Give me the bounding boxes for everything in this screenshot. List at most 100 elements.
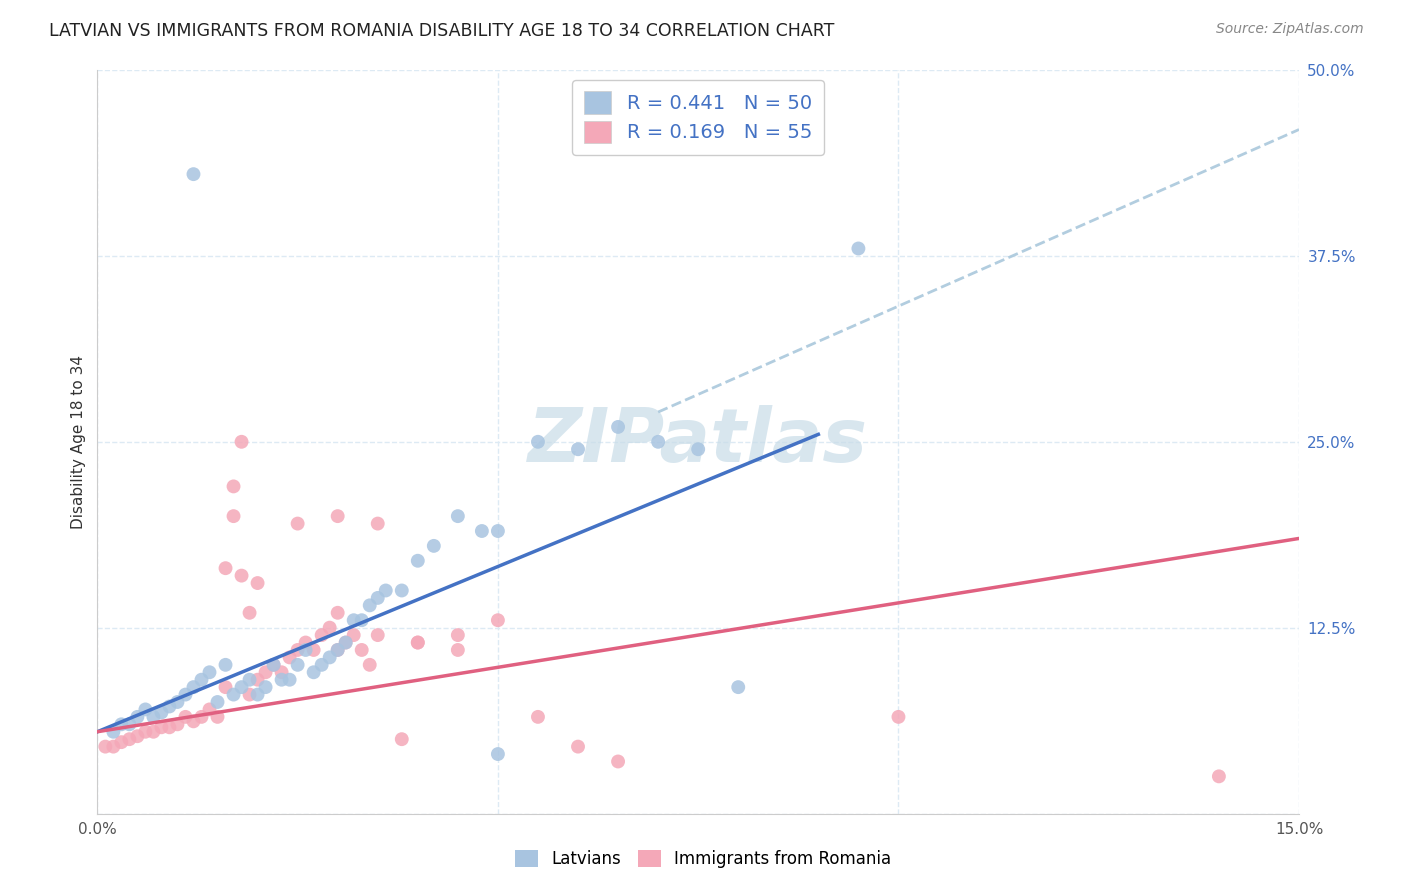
Point xyxy=(471,524,494,538)
Point xyxy=(350,643,373,657)
Point xyxy=(359,599,381,613)
Point xyxy=(406,635,429,649)
Point xyxy=(166,695,188,709)
Point xyxy=(222,688,245,702)
Point xyxy=(567,442,589,457)
Point xyxy=(207,710,229,724)
Legend: R = 0.441   N = 50, R = 0.169   N = 55: R = 0.441 N = 50, R = 0.169 N = 55 xyxy=(572,79,824,155)
Text: Source: ZipAtlas.com: Source: ZipAtlas.com xyxy=(1216,22,1364,37)
Point xyxy=(727,680,749,694)
Point xyxy=(486,524,509,538)
Point xyxy=(198,665,221,680)
Point xyxy=(343,613,366,627)
Point xyxy=(231,568,253,582)
Point xyxy=(183,167,205,181)
Point xyxy=(231,680,253,694)
Point xyxy=(222,509,245,524)
Point xyxy=(134,702,156,716)
Point xyxy=(367,591,389,605)
Point xyxy=(391,583,413,598)
Point xyxy=(527,710,550,724)
Point xyxy=(270,665,292,680)
Point xyxy=(254,680,277,694)
Point xyxy=(150,706,173,720)
Point xyxy=(647,434,669,449)
Point xyxy=(110,735,132,749)
Point xyxy=(391,732,413,747)
Point xyxy=(198,702,221,716)
Point xyxy=(374,583,396,598)
Point xyxy=(287,643,309,657)
Point xyxy=(335,635,357,649)
Point xyxy=(246,688,269,702)
Point xyxy=(302,643,325,657)
Point xyxy=(287,657,309,672)
Point xyxy=(335,635,357,649)
Point xyxy=(447,509,470,524)
Point xyxy=(166,717,188,731)
Point xyxy=(263,657,285,672)
Point xyxy=(318,650,340,665)
Point xyxy=(174,710,197,724)
Legend: Latvians, Immigrants from Romania: Latvians, Immigrants from Romania xyxy=(508,843,898,875)
Point xyxy=(183,714,205,729)
Point xyxy=(246,673,269,687)
Point xyxy=(134,724,156,739)
Point xyxy=(326,643,349,657)
Point xyxy=(103,739,125,754)
Point xyxy=(326,509,349,524)
Point xyxy=(311,657,333,672)
Point xyxy=(318,621,340,635)
Point xyxy=(287,516,309,531)
Point xyxy=(214,561,236,575)
Point xyxy=(447,643,470,657)
Point xyxy=(326,606,349,620)
Point xyxy=(607,755,630,769)
Point xyxy=(278,673,301,687)
Point xyxy=(207,695,229,709)
Point xyxy=(848,242,870,256)
Point xyxy=(486,613,509,627)
Point xyxy=(214,657,236,672)
Point xyxy=(118,717,141,731)
Point xyxy=(447,628,470,642)
Point xyxy=(254,665,277,680)
Point xyxy=(567,739,589,754)
Point xyxy=(367,516,389,531)
Point xyxy=(231,434,253,449)
Point xyxy=(190,673,212,687)
Point xyxy=(183,680,205,694)
Point xyxy=(214,680,236,694)
Point xyxy=(359,657,381,672)
Point xyxy=(1208,769,1230,783)
Point xyxy=(110,717,132,731)
Point xyxy=(238,673,260,687)
Point xyxy=(278,650,301,665)
Text: LATVIAN VS IMMIGRANTS FROM ROMANIA DISABILITY AGE 18 TO 34 CORRELATION CHART: LATVIAN VS IMMIGRANTS FROM ROMANIA DISAB… xyxy=(49,22,835,40)
Point xyxy=(263,657,285,672)
Point xyxy=(174,688,197,702)
Point xyxy=(326,643,349,657)
Point xyxy=(142,710,165,724)
Point xyxy=(367,628,389,642)
Point xyxy=(607,420,630,434)
Point xyxy=(887,710,910,724)
Point xyxy=(406,554,429,568)
Point xyxy=(190,710,212,724)
Point xyxy=(142,724,165,739)
Point xyxy=(150,720,173,734)
Point xyxy=(103,724,125,739)
Point xyxy=(350,613,373,627)
Point xyxy=(127,710,149,724)
Point xyxy=(222,479,245,493)
Point xyxy=(238,606,260,620)
Y-axis label: Disability Age 18 to 34: Disability Age 18 to 34 xyxy=(72,355,86,529)
Point xyxy=(294,635,316,649)
Point xyxy=(486,747,509,761)
Point xyxy=(302,665,325,680)
Text: ZIPatlas: ZIPatlas xyxy=(529,405,868,478)
Point xyxy=(406,635,429,649)
Point xyxy=(343,628,366,642)
Point xyxy=(159,720,181,734)
Point xyxy=(127,729,149,743)
